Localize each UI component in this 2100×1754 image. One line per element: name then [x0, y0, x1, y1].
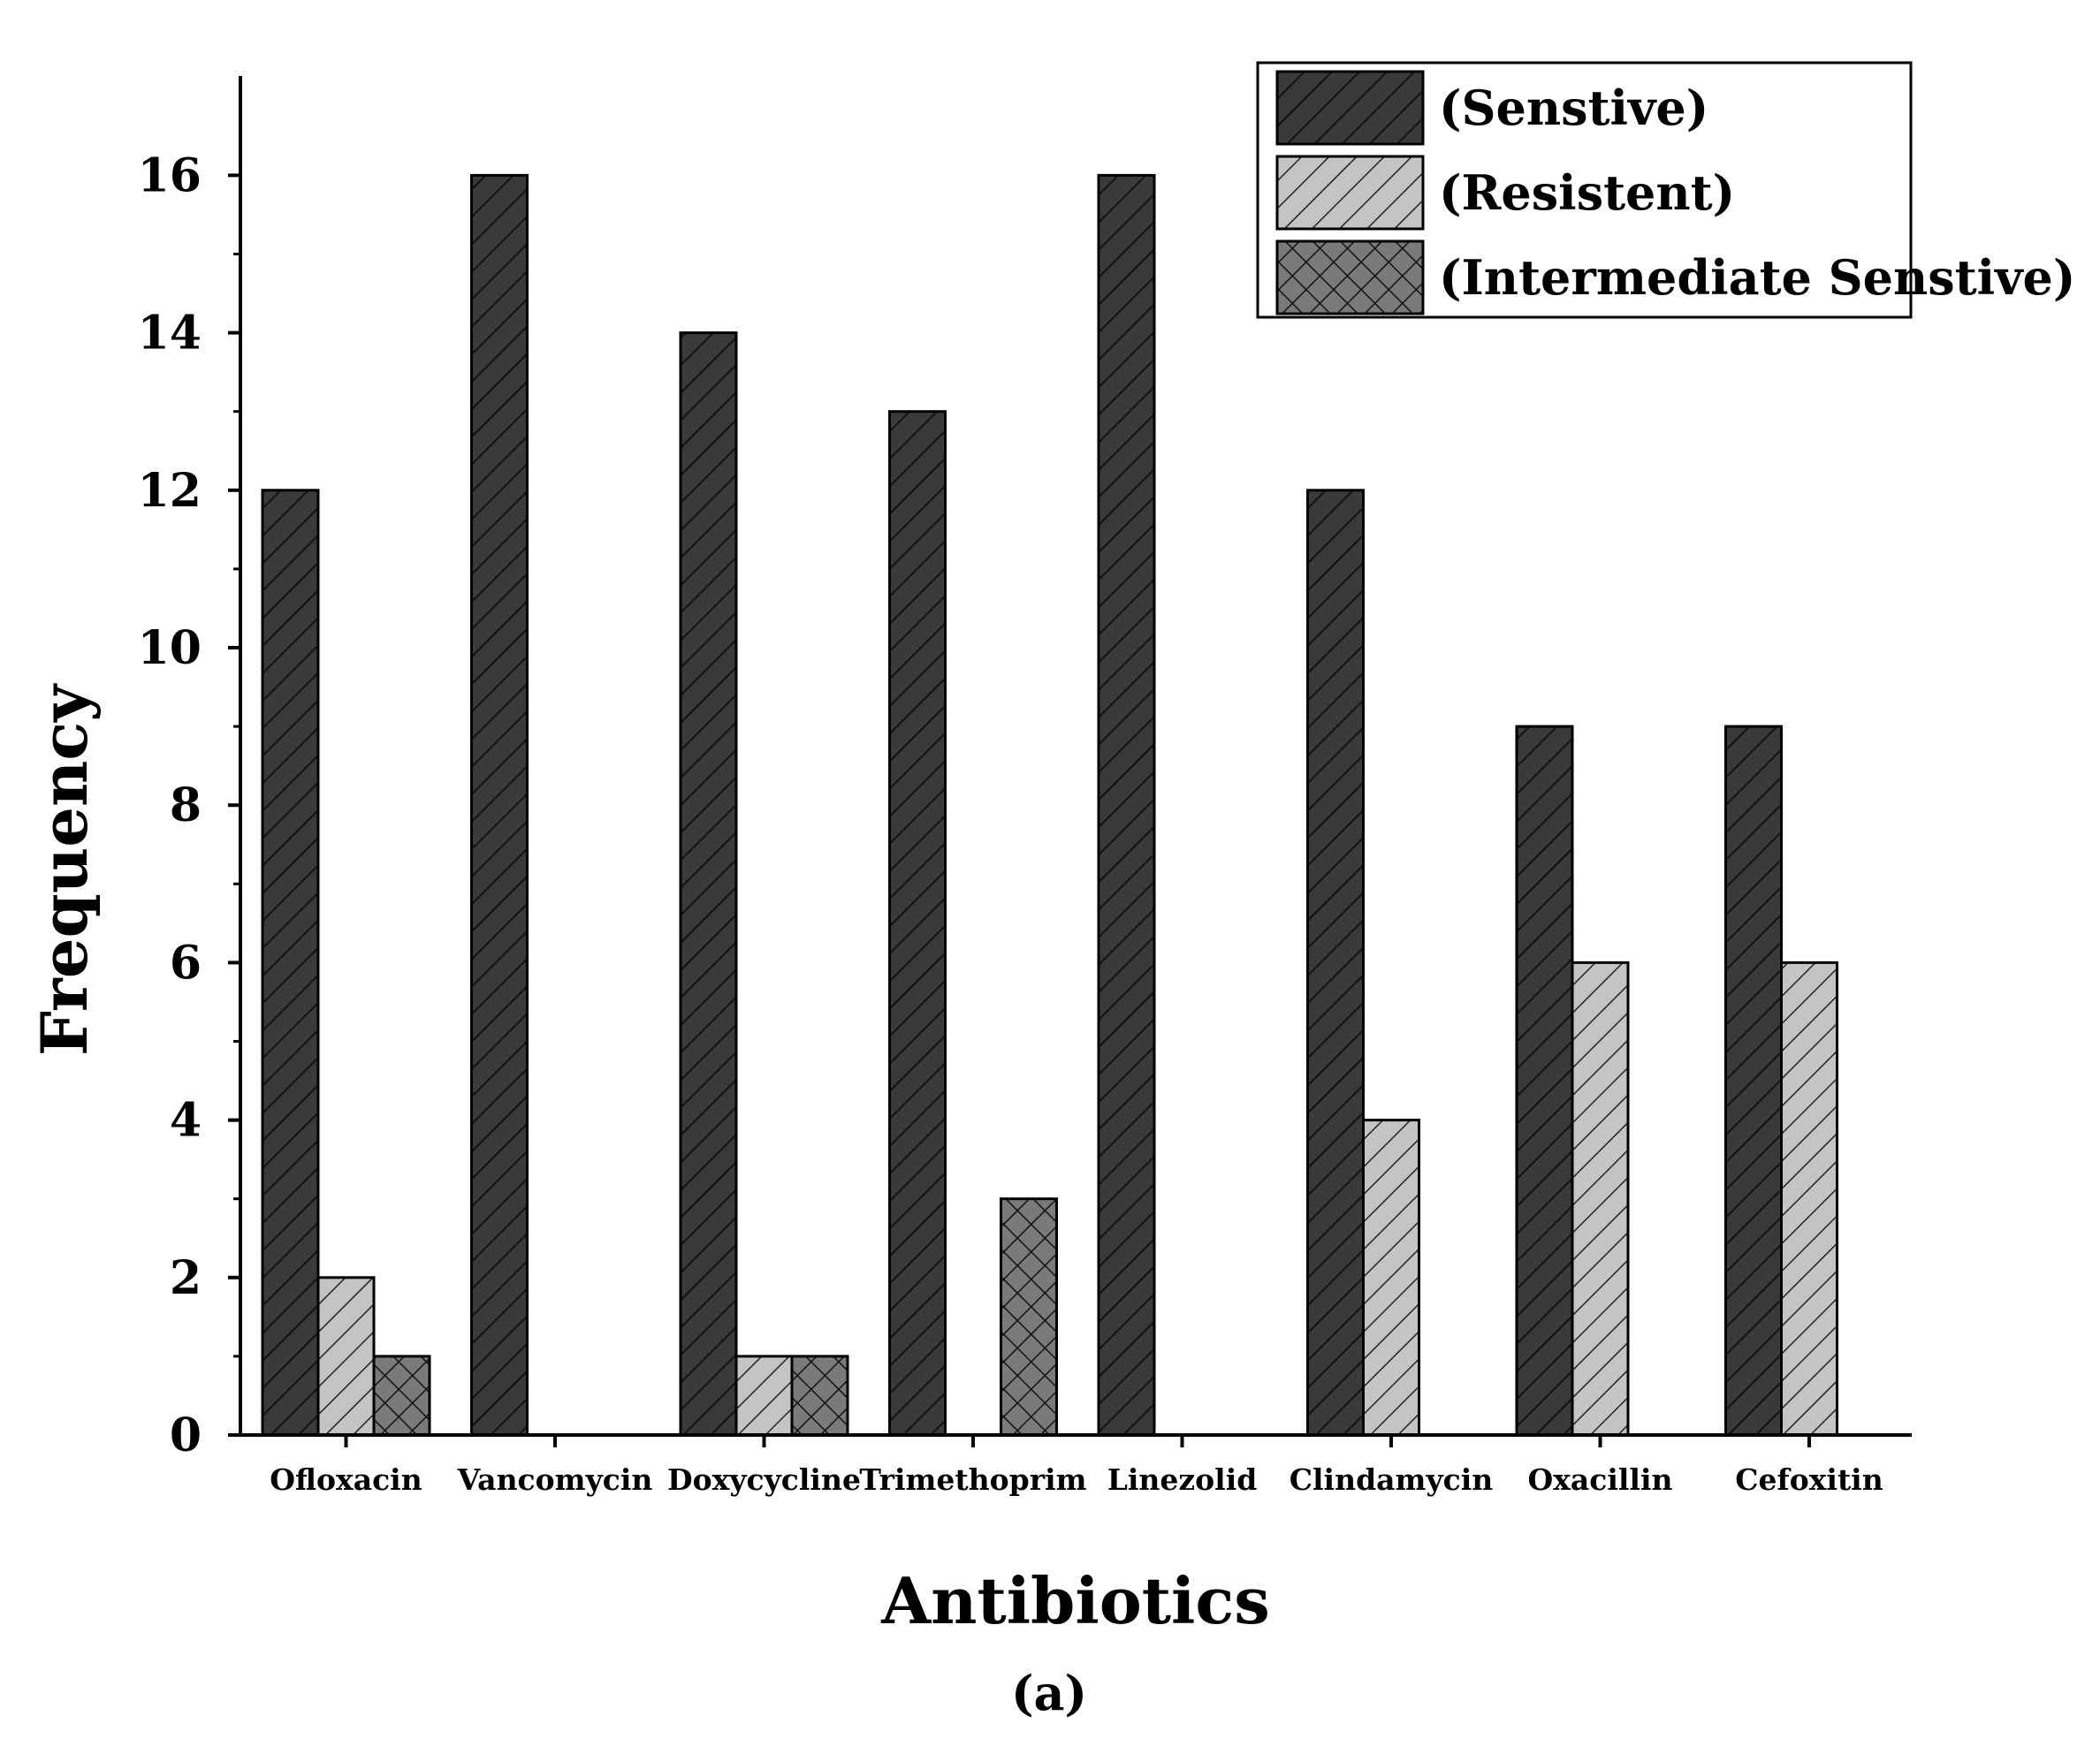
bar-sensitive-ofloxacin	[261, 489, 320, 1437]
x-tick-label-trimethoprim: Trimethoprim	[859, 1462, 1086, 1497]
legend: (Senstive) (Resistent) (Intermediate Senst…	[1256, 61, 2075, 319]
x-tick-label-doxycycline: Doxycycline	[667, 1462, 861, 1497]
x-axis-label: Antibiotics	[880, 1563, 1270, 1638]
y-axis-label: Frequency	[27, 683, 102, 1056]
x-tick-label-cefoxitin: Cefoxitin	[1735, 1462, 1883, 1497]
y-tick-label: 4	[170, 1094, 202, 1148]
bar-intermediate-ofloxacin	[372, 1355, 431, 1437]
x-tick-label-oxacillin: Oxacillin	[1527, 1462, 1672, 1497]
panel-label: (a)	[1011, 1665, 1087, 1721]
x-tick-label-ofloxacin: Ofloxacin	[270, 1462, 422, 1497]
bar-sensitive-doxycycline	[679, 331, 738, 1437]
bar-sensitive-linezolid	[1097, 173, 1156, 1437]
y-tick-label: 8	[170, 778, 202, 832]
y-tick-label: 16	[138, 148, 202, 202]
x-tick-label-clindamycin: Clindamycin	[1290, 1462, 1494, 1497]
legend-label-intermediate: (Intermediate Senstive)	[1439, 249, 2075, 306]
bar-resistant-cefoxitin	[1780, 961, 1838, 1437]
y-tick-label: 14	[138, 307, 202, 361]
x-tick-label-linezolid: Linezolid	[1107, 1462, 1258, 1497]
legend-swatch-resistant	[1275, 155, 1425, 231]
y-tick-label: 2	[170, 1251, 202, 1305]
axes-group: 0 2 4 6 8 10 12 14 16 Ofloxacin Vancomycin Doxycycl…	[138, 76, 1912, 1497]
bar-sensitive-trimethoprim	[888, 410, 947, 1437]
bar-sensitive-clindamycin	[1306, 489, 1365, 1437]
bar-sensitive-vancomycin	[470, 173, 529, 1437]
y-tick-label: 12	[138, 464, 202, 518]
bar-sensitive-cefoxitin	[1724, 725, 1783, 1437]
bar-resistant-oxacillin	[1571, 961, 1630, 1437]
bar-resistant-clindamycin	[1362, 1119, 1420, 1437]
y-tick-label: 6	[170, 936, 202, 990]
legend-swatch-sensitive	[1275, 70, 1425, 146]
legend-swatch-intermediate	[1275, 239, 1425, 315]
y-tick-label: 0	[170, 1409, 202, 1462]
legend-label-resistant: (Resistent)	[1439, 164, 1735, 221]
bar-resistant-ofloxacin	[316, 1276, 376, 1437]
bar-intermediate-doxycycline	[790, 1355, 849, 1437]
bar-sensitive-oxacillin	[1515, 725, 1574, 1437]
bars-group	[261, 173, 1838, 1437]
x-tick-label-vancomycin: Vancomycin	[457, 1462, 653, 1497]
bar-resistant-doxycycline	[734, 1355, 794, 1437]
bar-intermediate-trimethoprim	[1000, 1197, 1058, 1437]
legend-label-sensitive: (Senstive)	[1439, 80, 1708, 136]
y-tick-label: 10	[138, 621, 202, 675]
